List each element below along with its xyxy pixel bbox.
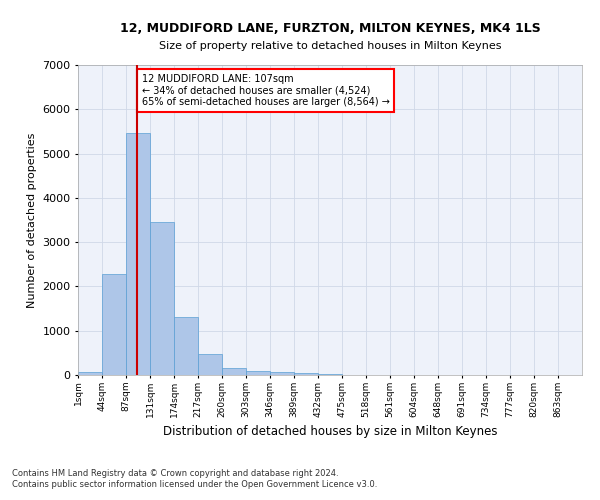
Text: Size of property relative to detached houses in Milton Keynes: Size of property relative to detached ho… <box>159 41 501 51</box>
Bar <box>126 132 150 375</box>
Bar <box>294 373 318 375</box>
Text: 12 MUDDIFORD LANE: 107sqm
← 34% of detached houses are smaller (4,524)
65% of se: 12 MUDDIFORD LANE: 107sqm ← 34% of detac… <box>142 74 389 107</box>
Y-axis label: Number of detached properties: Number of detached properties <box>26 132 37 308</box>
Text: Contains public sector information licensed under the Open Government Licence v3: Contains public sector information licen… <box>12 480 377 489</box>
Bar <box>246 370 270 375</box>
Bar <box>222 368 246 375</box>
Bar <box>318 374 342 375</box>
Text: Contains HM Land Registry data © Crown copyright and database right 2024.: Contains HM Land Registry data © Crown c… <box>12 468 338 477</box>
Bar <box>150 222 174 375</box>
Bar <box>102 274 126 375</box>
Bar <box>174 317 198 375</box>
Bar <box>78 372 102 375</box>
Bar <box>270 372 294 375</box>
Text: 12, MUDDIFORD LANE, FURZTON, MILTON KEYNES, MK4 1LS: 12, MUDDIFORD LANE, FURZTON, MILTON KEYN… <box>119 22 541 36</box>
Bar <box>198 354 222 375</box>
X-axis label: Distribution of detached houses by size in Milton Keynes: Distribution of detached houses by size … <box>163 426 497 438</box>
